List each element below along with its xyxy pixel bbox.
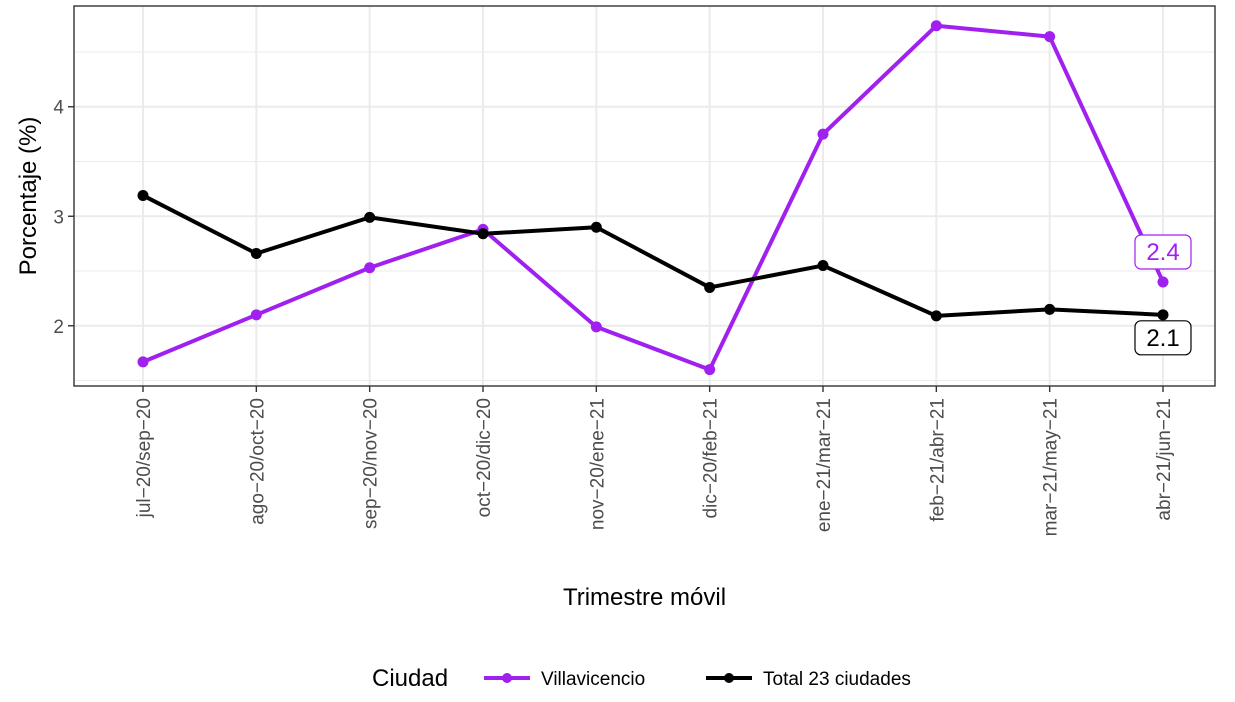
x-tick-label: mar−21/may−21 bbox=[1041, 398, 1062, 536]
grid bbox=[74, 6, 1215, 386]
series-total-23-ciudades bbox=[137, 189, 1169, 322]
series-line bbox=[142, 23, 1165, 372]
data-point bbox=[137, 189, 149, 201]
legend-item-total-23-ciudades: Total 23 ciudades bbox=[706, 669, 911, 690]
legend-key-point bbox=[502, 673, 512, 683]
y-axis-title: Porcentaje (%) bbox=[15, 117, 42, 276]
data-point bbox=[364, 262, 376, 274]
data-point bbox=[817, 260, 829, 272]
y-tick-label: 2 bbox=[53, 317, 64, 338]
end-label-box bbox=[1134, 234, 1192, 270]
panel-border bbox=[73, 5, 1216, 387]
x-axis-title: Trimestre móvil bbox=[563, 584, 726, 611]
x-tick-label: feb−21/abr−21 bbox=[927, 398, 948, 522]
data-point bbox=[590, 321, 602, 333]
data-point bbox=[704, 281, 716, 293]
x-tick-label: sep−20/nov−20 bbox=[361, 398, 382, 529]
legend-label: Villavicencio bbox=[541, 669, 645, 690]
data-point bbox=[817, 128, 829, 140]
y-tick-label: 4 bbox=[53, 98, 64, 119]
data-point bbox=[930, 20, 942, 32]
x-tick-label: abr−21/jun−21 bbox=[1154, 398, 1175, 521]
x-tick-label: ene−21/mar−21 bbox=[814, 398, 835, 532]
data-point bbox=[1044, 31, 1056, 43]
x-tick-label: dic−20/feb−21 bbox=[701, 398, 722, 518]
x-tick-label: ago−20/oct−20 bbox=[247, 398, 268, 525]
x-tick-label: oct−20/dic−20 bbox=[474, 398, 495, 517]
axes: 2 3 4 jul−20/sep−20 ago−20/oct−20 sep−20/nov−… bbox=[53, 98, 1175, 537]
end-label-text: 2.1 bbox=[1146, 325, 1179, 352]
data-point bbox=[477, 228, 489, 240]
data-point bbox=[364, 211, 376, 223]
data-point bbox=[1157, 276, 1169, 288]
y-tick-label: 3 bbox=[53, 207, 64, 228]
legend-item-villavicencio: Villavicencio bbox=[484, 669, 645, 690]
legend: Ciudad Villavicencio Total 23 ciudades bbox=[372, 665, 911, 692]
data-point bbox=[590, 221, 602, 233]
end-label: 2.4 bbox=[1134, 234, 1192, 270]
x-tick-label: nov−20/ene−21 bbox=[587, 398, 608, 530]
data-point bbox=[704, 364, 716, 376]
data-point bbox=[250, 309, 262, 321]
data-point bbox=[1157, 309, 1169, 321]
legend-key-point bbox=[724, 673, 734, 683]
x-tick-label: jul−20/sep−20 bbox=[134, 398, 155, 518]
end-label-text: 2.4 bbox=[1146, 239, 1179, 266]
series-layer: 2.4 2.1 bbox=[137, 20, 1192, 376]
plot-panel bbox=[74, 6, 1215, 386]
end-label-box bbox=[1134, 320, 1192, 356]
data-point bbox=[1044, 303, 1056, 315]
end-label: 2.1 bbox=[1134, 320, 1192, 356]
data-point bbox=[930, 310, 942, 322]
series-line bbox=[142, 193, 1164, 318]
data-point bbox=[250, 247, 262, 259]
data-point bbox=[137, 356, 149, 368]
legend-label: Total 23 ciudades bbox=[763, 669, 911, 690]
legend-title: Ciudad bbox=[372, 665, 448, 692]
